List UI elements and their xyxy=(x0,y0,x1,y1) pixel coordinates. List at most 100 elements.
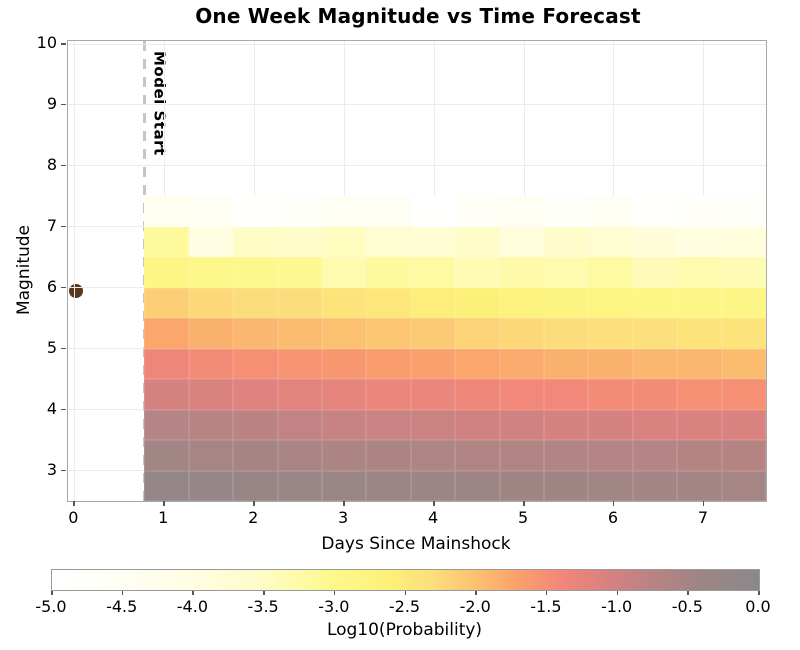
x-tick-label: 0 xyxy=(68,508,79,527)
x-axis-tick xyxy=(612,501,615,506)
y-tick-label: 10 xyxy=(36,33,57,53)
colorbar-tick-label: -2.0 xyxy=(459,597,491,616)
heatmap-cell xyxy=(544,348,589,380)
heatmap-cell xyxy=(277,318,323,349)
model-start-label: Model Start xyxy=(150,51,169,156)
heatmap-cell xyxy=(544,379,589,410)
heatmap-cell xyxy=(632,226,678,258)
heatmap-cell xyxy=(144,196,189,227)
heatmap-cell xyxy=(499,348,544,380)
heatmap-cell xyxy=(499,409,544,441)
colorbar-tick-label: -0.5 xyxy=(671,597,703,616)
heatmap-cell xyxy=(455,379,500,410)
heatmap-cell xyxy=(410,470,456,501)
heatmap-cell xyxy=(588,348,633,380)
heatmap-cell xyxy=(188,440,234,471)
heatmap-cell xyxy=(677,318,722,349)
colorbar-tick-label: -1.0 xyxy=(600,597,633,616)
colorbar-tick-label: -1.5 xyxy=(530,597,562,616)
y-axis-tick xyxy=(61,225,66,228)
heatmap-cell xyxy=(677,226,722,258)
heatmap-cell xyxy=(588,196,633,227)
heatmap-cell xyxy=(410,318,456,349)
heatmap-cell xyxy=(410,440,456,471)
heatmap-cell xyxy=(677,409,722,441)
heatmap-cell xyxy=(499,226,544,258)
colorbar-tick xyxy=(333,591,336,595)
heatmap-cell xyxy=(144,440,189,471)
heatmap-cell xyxy=(188,196,234,227)
heatmap-cell xyxy=(188,257,234,288)
heatmap-cell xyxy=(144,257,189,288)
x-axis-tick xyxy=(702,501,705,506)
heatmap-cell xyxy=(499,470,544,501)
x-tick-label: 7 xyxy=(697,508,709,527)
colorbar-tick xyxy=(51,591,53,595)
heatmap-cell xyxy=(322,440,367,471)
heatmap-cell xyxy=(632,470,678,501)
y-tick-label: 9 xyxy=(46,93,57,113)
heatmap-cell xyxy=(544,196,589,227)
heatmap-cell xyxy=(721,196,766,227)
heatmap-cell xyxy=(721,226,766,258)
heatmap-cell xyxy=(721,440,766,471)
y-gridline xyxy=(68,165,766,167)
heatmap-cell xyxy=(144,318,189,349)
heatmap-cell xyxy=(144,409,189,441)
heatmap-cell xyxy=(410,379,456,410)
heatmap-cell xyxy=(499,440,544,471)
heatmap-cell xyxy=(632,287,678,319)
x-tick-label: 4 xyxy=(427,508,439,527)
heatmap-cell xyxy=(233,257,278,288)
heatmap-cell xyxy=(544,440,589,471)
heatmap-cell xyxy=(322,257,367,288)
x-axis-tick xyxy=(163,501,165,506)
heatmap-cell xyxy=(410,196,456,227)
x-axis-tick xyxy=(523,501,525,506)
heatmap-cell xyxy=(588,318,633,349)
heatmap-cell xyxy=(721,287,766,319)
colorbar-tick xyxy=(616,591,619,595)
heatmap-cell xyxy=(455,348,500,380)
heatmap-cell xyxy=(632,440,678,471)
heatmap-cell xyxy=(499,318,544,349)
heatmap-cell xyxy=(632,379,678,410)
y-axis-tick xyxy=(61,408,66,411)
heatmap-cell xyxy=(322,348,367,380)
heatmap-cell xyxy=(499,196,544,227)
heatmap-cell xyxy=(677,470,722,501)
heatmap-cell xyxy=(233,196,278,227)
heatmap-cell xyxy=(188,409,234,441)
colorbar-tick-label: -2.5 xyxy=(388,597,421,616)
heatmap-cell xyxy=(410,287,456,319)
heatmap-cell xyxy=(544,226,589,258)
heatmap-cell xyxy=(366,379,411,410)
y-axis-tick xyxy=(61,43,66,45)
heatmap-cell xyxy=(499,287,544,319)
x-tick-label: 3 xyxy=(338,508,349,527)
heatmap-cell xyxy=(233,226,278,258)
heatmap-cell xyxy=(277,257,323,288)
heatmap-cell xyxy=(277,379,323,410)
heatmap-cell xyxy=(188,348,234,380)
heatmap-cell xyxy=(677,196,722,227)
y-tick-label: 5 xyxy=(46,337,57,357)
heatmap-cell xyxy=(366,470,411,501)
colorbar-tick-label: -4.5 xyxy=(106,597,138,616)
colorbar-tick-label: -3.0 xyxy=(318,597,350,616)
chart-title: One Week Magnitude vs Time Forecast xyxy=(195,4,641,28)
heatmap-cell xyxy=(588,257,633,288)
heatmap-cell xyxy=(322,226,367,258)
heatmap-cell xyxy=(322,196,367,227)
heatmap-cell xyxy=(632,257,678,288)
heatmap-cell xyxy=(721,470,766,501)
y-gridline xyxy=(68,104,766,106)
heatmap-cell xyxy=(455,196,500,227)
heatmap-cell xyxy=(277,348,323,380)
x-tick-label: 1 xyxy=(158,508,169,527)
heatmap-cell xyxy=(677,440,722,471)
heatmap-cell xyxy=(410,409,456,441)
heatmap-cell xyxy=(677,348,722,380)
heatmap-cell xyxy=(632,318,678,349)
colorbar-tick-label: -3.5 xyxy=(247,597,279,616)
